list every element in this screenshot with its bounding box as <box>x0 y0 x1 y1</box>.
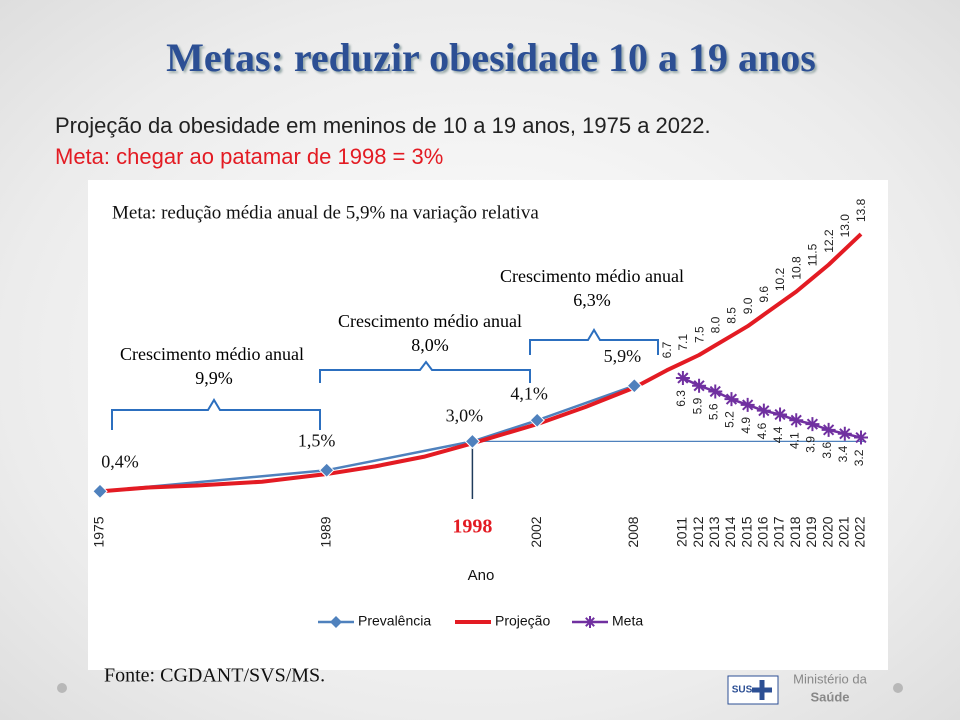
x-tick-label: 2022 <box>852 516 868 547</box>
x-tick-label: 2008 <box>625 516 641 547</box>
legend-label: Prevalência <box>358 613 431 629</box>
annotation: Crescimento médio anual <box>338 311 522 331</box>
slide-goal: Meta: chegar ao patamar de 1998 = 3% <box>55 144 443 169</box>
data-point <box>854 430 868 445</box>
data-label: 5,9% <box>604 346 642 366</box>
annotation: 9,9% <box>195 368 233 388</box>
data-label: 6.3 <box>674 390 688 407</box>
annotation: Meta: redução média anual de 5,9% na var… <box>112 202 539 223</box>
data-label: 10.8 <box>789 256 803 280</box>
logo-text: Saúde <box>810 689 849 704</box>
x-tick-label: 2013 <box>706 516 722 547</box>
data-point <box>773 407 788 422</box>
data-label: 3.4 <box>836 445 850 462</box>
data-point <box>626 378 643 394</box>
x-tick-label: 2018 <box>787 516 803 547</box>
data-label: 3.6 <box>820 442 834 459</box>
data-point <box>837 426 852 441</box>
decor-dot <box>893 683 903 693</box>
data-point <box>756 403 771 418</box>
data-label: 4.4 <box>771 426 785 443</box>
data-label: 9.0 <box>741 297 755 314</box>
data-point <box>740 397 755 412</box>
logo-sus: SUS <box>732 685 753 696</box>
x-tick-label: 2019 <box>803 516 819 547</box>
source: Fonte: CGDANT/SVS/MS. <box>104 665 325 687</box>
data-label: 13.8 <box>854 198 868 222</box>
data-label: 12.2 <box>822 229 836 253</box>
data-point <box>318 462 335 478</box>
data-label: 6.7 <box>660 341 674 358</box>
annotation: 6,3% <box>573 290 611 310</box>
decor-dot <box>57 683 67 693</box>
data-label: 3.9 <box>804 436 818 453</box>
data-label: 8.5 <box>725 307 739 324</box>
x-tick-label: 2012 <box>690 516 706 547</box>
data-label: 7.1 <box>676 334 690 351</box>
x-tick-label: 1975 <box>91 516 107 547</box>
data-label: 1,5% <box>298 430 336 450</box>
data-label: 8.0 <box>708 316 722 333</box>
data-label: 11.5 <box>806 243 820 266</box>
annotation: Crescimento médio anual <box>120 344 304 364</box>
data-label: 9.6 <box>757 286 771 303</box>
data-label: 4,1% <box>510 383 548 403</box>
data-point <box>789 413 804 428</box>
data-label: 10.2 <box>773 267 787 291</box>
logo-text: Ministério da <box>793 671 867 686</box>
x-tick-label: 2002 <box>528 516 544 547</box>
logo-cross <box>752 680 772 700</box>
data-point <box>724 392 739 407</box>
data-label: 3,0% <box>446 406 484 426</box>
data-point <box>708 384 723 399</box>
brace <box>111 398 321 430</box>
brace <box>529 328 659 355</box>
plot: 1975 1989 1998 2002 2008 2011 2012 2013 2014 2015… <box>91 198 868 628</box>
data-point <box>692 378 707 393</box>
x-tick-label: 2021 <box>836 516 852 547</box>
x-tick-label: 2014 <box>722 516 738 547</box>
data-label: 13.0 <box>838 214 852 238</box>
legend-label: Meta <box>612 613 643 629</box>
x-tick-label: 2015 <box>738 516 754 547</box>
data-point <box>805 417 820 432</box>
legend-marker <box>584 616 596 628</box>
series-line <box>99 232 863 494</box>
x-axis-label: Ano <box>468 567 495 584</box>
data-point <box>529 412 545 428</box>
slide-subtitle: Projeção da obesidade em meninos de 10 a… <box>55 113 711 138</box>
data-label: 3.2 <box>852 449 866 466</box>
slide-title: Metas: reduzir obesidade 10 a 19 anos <box>166 35 816 80</box>
x-tick-label: 1998 <box>452 516 492 538</box>
data-label: 7.5 <box>692 326 706 343</box>
x-tick-label: 2020 <box>819 516 835 547</box>
data-point <box>675 371 690 386</box>
data-label: 4.9 <box>739 417 753 434</box>
data-label: 4.1 <box>787 432 801 449</box>
x-tick-label: 2017 <box>771 516 787 547</box>
x-tick-label: 2011 <box>674 517 690 547</box>
data-point <box>464 433 481 450</box>
legend-marker <box>330 616 342 628</box>
annotation: Crescimento médio anual <box>500 266 684 286</box>
data-label: 5.2 <box>723 411 737 428</box>
data-point <box>821 422 836 437</box>
data-point <box>92 483 108 500</box>
legend-label: Projeção <box>495 613 550 629</box>
data-label: 5.9 <box>690 397 704 414</box>
data-label: 4.6 <box>755 422 769 439</box>
chart-area <box>88 180 888 670</box>
brace <box>319 360 531 383</box>
annotation: 8,0% <box>411 335 449 355</box>
data-label: 0,4% <box>101 451 139 471</box>
x-tick-label: 2016 <box>755 516 771 547</box>
x-tick-label: 1989 <box>317 516 333 547</box>
data-label: 5.6 <box>706 403 720 420</box>
